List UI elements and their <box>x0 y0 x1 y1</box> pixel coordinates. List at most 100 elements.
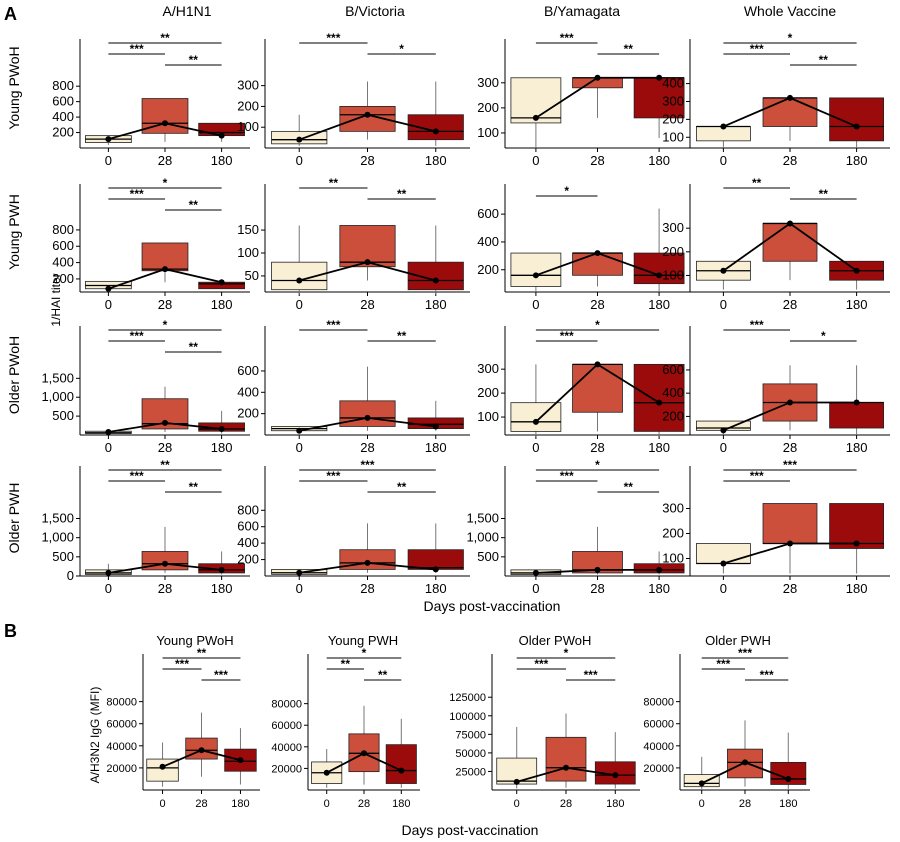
x-tick-label: 180 <box>648 581 670 596</box>
significance-label: *** <box>584 668 598 682</box>
y-tick-label: 500 <box>52 408 74 423</box>
x-tick-label: 0 <box>699 798 705 810</box>
y-tick-label: 600 <box>237 519 259 534</box>
x-tick-label: 0 <box>105 297 112 312</box>
y-tick-label: 1,500 <box>466 511 499 526</box>
y-tick-label: 600 <box>662 362 684 377</box>
y-tick-label: 0 <box>67 568 74 583</box>
mean-point <box>296 427 303 434</box>
mean-point <box>656 566 663 573</box>
x-tick-label: 180 <box>648 440 670 455</box>
significance-label: ** <box>189 53 199 67</box>
b-title-older-pwh: Older PWH <box>705 633 771 648</box>
y-tick-label: 600 <box>52 238 74 253</box>
x-tick-label: 28 <box>783 153 797 168</box>
y-tick-label: 800 <box>52 78 74 93</box>
x-tick-label: 180 <box>425 297 447 312</box>
significance-label: ** <box>819 53 829 67</box>
box-180 <box>829 402 884 429</box>
x-tick-label: 28 <box>739 798 751 810</box>
significance-label: * <box>821 329 826 343</box>
y-tick-label: 200 <box>662 111 684 126</box>
x-tick-label: 28 <box>360 297 374 312</box>
mean-point <box>532 418 539 425</box>
mean-point <box>105 428 112 435</box>
mean-point <box>656 272 663 279</box>
mean-point <box>563 764 569 771</box>
mean-point <box>198 747 205 754</box>
x-tick-label: 180 <box>425 153 447 168</box>
y-tick-label: 600 <box>477 206 499 221</box>
significance-label: * <box>163 176 168 190</box>
x-tick-label: 180 <box>648 153 670 168</box>
row-label-young-pwoh: Young PWoH <box>6 46 22 129</box>
mean-point <box>162 120 168 127</box>
column-title-whole-vaccine: Whole Vaccine <box>744 3 837 19</box>
chart-a-older-pwh-whole-vaccine: 100 200 300 0 28 180 *** *** <box>662 458 890 596</box>
mean-point <box>296 277 303 284</box>
mean-point <box>853 123 860 130</box>
y-tick-label: 300 <box>662 220 684 235</box>
mean-point <box>162 419 168 426</box>
significance-label: ** <box>378 668 388 682</box>
significance-label: * <box>163 318 168 332</box>
panel-a-ylabel: 1/HAI titer <box>49 273 63 326</box>
significance-label: *** <box>130 42 144 56</box>
y-tick-label: 200 <box>662 244 684 259</box>
mean-point <box>656 74 663 81</box>
mean-point <box>218 132 225 139</box>
box-28 <box>572 252 623 276</box>
y-tick-label: 100000 <box>449 711 486 723</box>
y-tick-label: 400 <box>477 234 499 249</box>
column-title-b-victoria: B/Victoria <box>345 3 405 19</box>
x-tick-label: 0 <box>532 581 539 596</box>
mean-point <box>720 427 727 434</box>
y-tick-label: 200 <box>477 262 499 277</box>
b-title-young-pwh: Young PWH <box>328 633 398 648</box>
x-tick-label: 0 <box>105 581 112 596</box>
x-tick-label: 28 <box>590 581 604 596</box>
chart-a-young-pwh-b-yamagata: 200 400 600 0 28 180 * <box>477 184 690 312</box>
significance-label: * <box>362 646 367 660</box>
mean-point <box>432 277 439 284</box>
x-tick-label: 28 <box>560 798 572 810</box>
mean-point <box>787 540 793 547</box>
y-tick-label: 60000 <box>643 719 674 731</box>
y-tick-label: 100 <box>662 267 684 282</box>
x-tick-label: 180 <box>211 440 233 455</box>
y-tick-label: 300 <box>662 93 684 108</box>
significance-label: *** <box>738 646 752 660</box>
significance-label: ** <box>624 480 634 494</box>
y-tick-label: 600 <box>237 363 259 378</box>
x-tick-label: 0 <box>720 440 727 455</box>
mean-point <box>594 566 601 573</box>
y-tick-label: 25000 <box>455 766 486 778</box>
y-tick-label: 200 <box>662 408 684 423</box>
significance-label: * <box>595 458 600 472</box>
mean-point <box>237 757 244 764</box>
mean-point <box>361 750 367 757</box>
y-tick-label: 40000 <box>643 741 674 753</box>
significance-label: *** <box>760 668 774 682</box>
chart-b-older-pwh: 20000 40000 60000 80000 0 28 180 *** *** *** <box>643 646 810 810</box>
mean-point <box>296 569 303 576</box>
y-tick-label: 50000 <box>455 748 486 760</box>
box-28 <box>762 223 818 262</box>
mean-point <box>853 399 860 406</box>
x-tick-label: 180 <box>846 297 868 312</box>
mean-point <box>532 272 539 279</box>
significance-label: ** <box>160 31 170 45</box>
significance-label: ** <box>397 187 407 201</box>
mean-point <box>105 136 112 143</box>
mean-point <box>656 399 663 406</box>
significance-label: *** <box>560 31 574 45</box>
x-tick-label: 0 <box>532 440 539 455</box>
y-tick-label: 20000 <box>271 763 302 775</box>
x-tick-label: 0 <box>159 798 165 810</box>
mean-point <box>364 559 371 566</box>
